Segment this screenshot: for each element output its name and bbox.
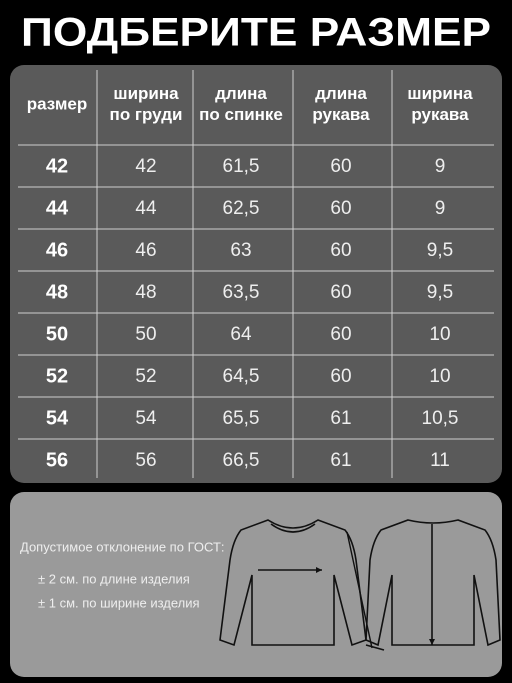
shirt-front — [219, 519, 385, 651]
table-cell: 61 — [330, 408, 351, 429]
table-cell: 60 — [330, 282, 351, 303]
table-cell: 9,5 — [427, 240, 453, 261]
column-header: по спинке — [199, 105, 283, 124]
title: ПОДБЕРИТЕ РАЗМЕР — [21, 11, 491, 55]
size-cell: 54 — [46, 407, 69, 429]
table-cell: 60 — [330, 366, 351, 387]
column-header: рукава — [312, 105, 370, 124]
table-cell: 62,5 — [223, 198, 260, 219]
table-cell: 54 — [135, 408, 157, 429]
table-cell: 61,5 — [223, 156, 260, 177]
size-cell: 50 — [46, 323, 68, 345]
table-cell: 9 — [435, 198, 446, 219]
shirt-back — [365, 519, 501, 647]
table-cell: 46 — [135, 240, 156, 261]
column-header: рукава — [411, 105, 469, 124]
column-header: ширина — [113, 84, 179, 103]
size-cell: 44 — [46, 197, 69, 219]
table-cell: 48 — [135, 282, 156, 303]
table-cell: 56 — [135, 450, 156, 471]
table-cell: 60 — [330, 156, 351, 177]
size-cell: 48 — [46, 281, 68, 303]
column-header: по груди — [110, 105, 183, 124]
table-cell: 66,5 — [223, 450, 260, 471]
size-cell: 56 — [46, 449, 68, 471]
table-cell: 63 — [230, 240, 251, 261]
table-cell: 52 — [135, 366, 156, 387]
size-cell: 46 — [46, 239, 68, 261]
table-cell: 60 — [330, 198, 351, 219]
column-header: ширина — [407, 84, 473, 103]
table-cell: 61 — [330, 450, 351, 471]
table-cell: 11 — [430, 450, 450, 471]
note-line: ± 2 см. по длине изделия — [38, 571, 190, 586]
table-cell: 44 — [135, 198, 157, 219]
table-cell: 42 — [135, 156, 156, 177]
table-cell: 9,5 — [427, 282, 453, 303]
column-header: длина — [315, 84, 367, 103]
table-cell: 64 — [230, 324, 252, 345]
table-cell: 60 — [330, 240, 351, 261]
column-header: длина — [215, 84, 267, 103]
column-header: размер — [27, 94, 88, 113]
table-cell: 10 — [429, 324, 450, 345]
table-panel — [10, 65, 502, 483]
table-cell: 10 — [429, 366, 450, 387]
note-panel — [10, 492, 502, 677]
table-cell: 63,5 — [223, 282, 260, 303]
size-cell: 42 — [46, 155, 68, 177]
note-heading: Допустимое отклонение по ГОСТ: — [20, 539, 225, 554]
note-line: ± 1 см. по ширине изделия — [38, 595, 200, 610]
table-cell: 9 — [435, 156, 446, 177]
table-cell: 60 — [330, 324, 351, 345]
table-cell: 10,5 — [422, 408, 459, 429]
table-cell: 50 — [135, 324, 156, 345]
size-cell: 52 — [46, 365, 68, 387]
table-cell: 64,5 — [223, 366, 260, 387]
table-cell: 65,5 — [223, 408, 260, 429]
